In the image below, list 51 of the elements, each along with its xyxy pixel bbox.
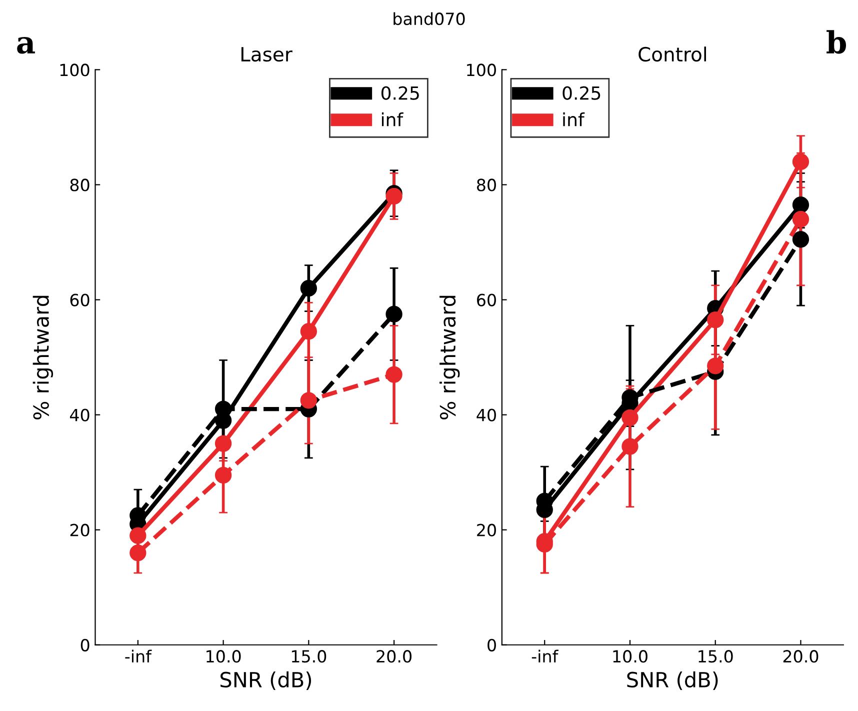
point: [214, 466, 232, 484]
point: [300, 392, 317, 409]
x-tick-label: 10.0: [206, 650, 241, 663]
y-tick-label: 0: [488, 638, 496, 652]
point: [707, 358, 724, 374]
point: [386, 306, 402, 322]
y-tick-label: 80: [70, 178, 90, 192]
y-axis-title: % rightward: [440, 296, 460, 420]
legend-label: 0.25: [562, 86, 600, 100]
x-tick-label: 15.0: [292, 650, 326, 663]
y-tick-label: 20: [70, 524, 90, 536]
point: [130, 544, 146, 562]
x-axis-title: SNR (dB): [220, 671, 312, 690]
point: [792, 153, 810, 170]
y-tick-label: 100: [60, 64, 90, 76]
legend-label: inf: [563, 112, 585, 126]
point: [214, 435, 232, 452]
y-tick-label: 80: [476, 178, 496, 192]
y-tick-label: 60: [477, 294, 496, 306]
point: [622, 438, 638, 455]
x-tick-label: -inf: [125, 650, 152, 662]
point: [386, 366, 402, 383]
point: [792, 210, 810, 228]
point: [300, 280, 317, 297]
x-tick-label: 10.0: [613, 650, 648, 663]
point: [792, 231, 810, 248]
y-tick-label: 60: [70, 294, 90, 306]
point: [386, 188, 402, 205]
point: [622, 409, 638, 426]
text: band070: [394, 12, 465, 26]
text: a: [17, 37, 35, 54]
x-tick-label: 20.0: [376, 650, 412, 663]
point: [792, 196, 810, 214]
y-tick-label: 40: [476, 408, 496, 422]
x-tick-label: -inf: [532, 650, 558, 662]
legend-label: 0.25: [381, 86, 419, 100]
point: [300, 323, 317, 340]
y-tick-label: 0: [80, 638, 90, 652]
text: b: [826, 30, 846, 54]
y-tick-label: 20: [477, 524, 496, 536]
x-tick-label: 20.0: [783, 650, 818, 663]
x-axis-title: SNR (dB): [627, 671, 718, 690]
chart-title: Laser: [241, 47, 292, 62]
y-tick-label: 40: [70, 408, 90, 422]
x-tick-label: 15.0: [698, 650, 733, 663]
legend-label: inf: [382, 112, 404, 126]
point: [707, 312, 724, 328]
y-tick-label: 100: [467, 64, 496, 76]
point: [130, 527, 146, 544]
chart-title: Control: [638, 46, 706, 62]
y-axis-title: % rightward: [32, 296, 54, 420]
